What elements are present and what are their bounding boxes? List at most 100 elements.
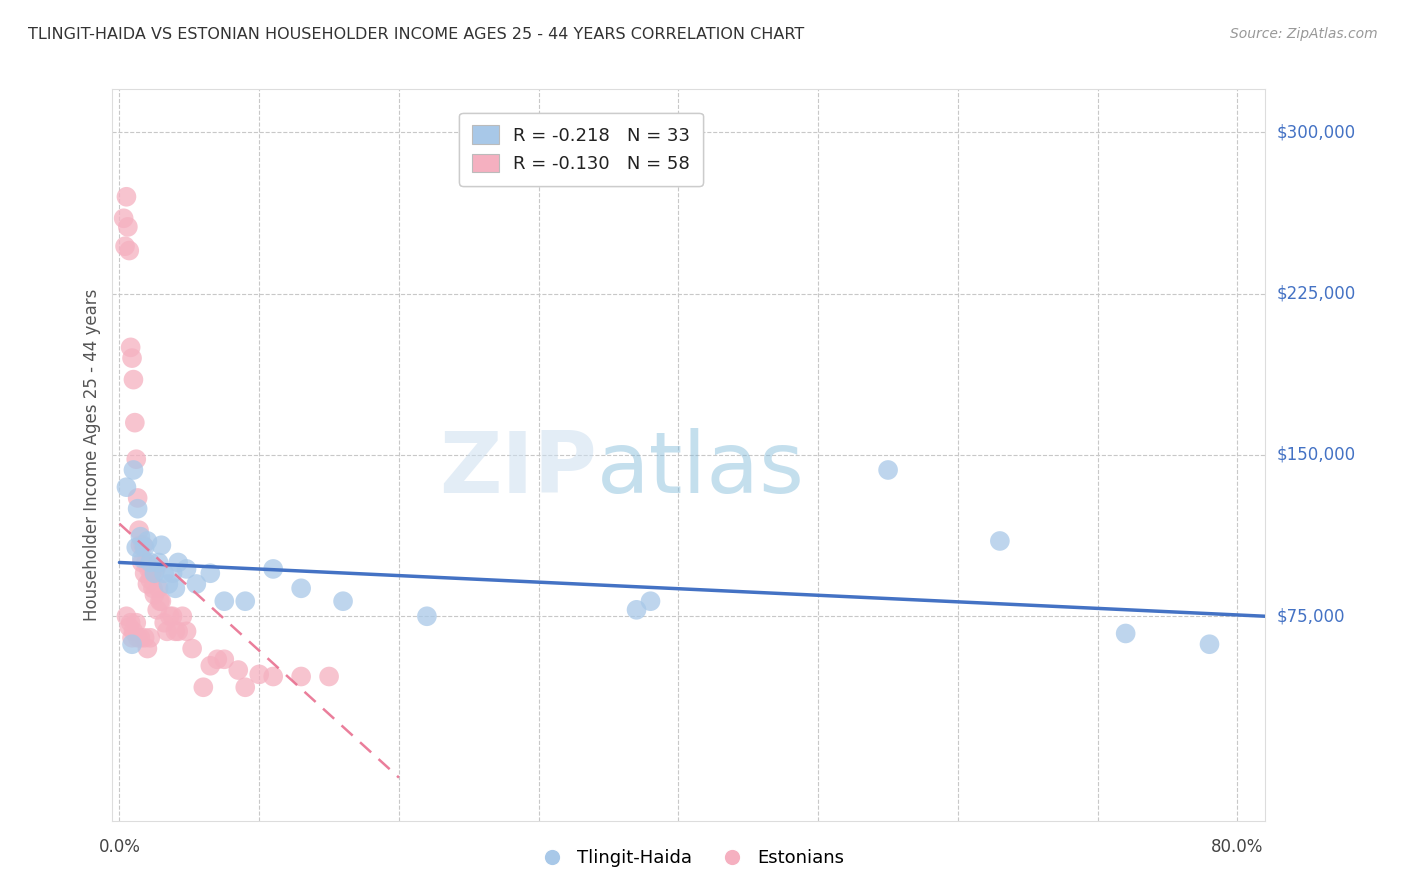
Point	[129, 631, 152, 645]
Point	[132, 538, 155, 552]
Point	[149, 594, 172, 608]
Point	[129, 538, 152, 552]
Point	[1115, 626, 1137, 640]
Point	[157, 577, 180, 591]
Point	[139, 556, 162, 570]
Point	[139, 631, 162, 645]
Point	[121, 631, 143, 645]
Point	[193, 680, 215, 694]
Point	[640, 594, 662, 608]
Point	[122, 463, 145, 477]
Point	[127, 631, 149, 645]
Point	[125, 541, 148, 555]
Point	[233, 594, 256, 608]
Point	[112, 211, 135, 226]
Point	[122, 624, 145, 639]
Point	[134, 566, 156, 581]
Point	[131, 556, 153, 570]
Point	[117, 219, 139, 234]
Point	[172, 609, 194, 624]
Point	[118, 620, 141, 634]
Text: atlas: atlas	[596, 428, 804, 511]
Point	[134, 631, 156, 645]
Point	[118, 244, 141, 258]
Point	[148, 556, 170, 570]
Point	[200, 566, 222, 581]
Point	[136, 641, 159, 656]
Point	[141, 566, 163, 581]
Point	[145, 562, 167, 576]
Point	[214, 652, 236, 666]
Point	[200, 658, 222, 673]
Point	[142, 582, 165, 596]
Point	[162, 609, 184, 624]
Point	[143, 566, 166, 581]
Point	[115, 190, 138, 204]
Point	[128, 523, 150, 537]
Point	[150, 538, 173, 552]
Point	[262, 669, 284, 683]
Point	[115, 480, 138, 494]
Point	[131, 551, 153, 566]
Point	[162, 566, 184, 581]
Point	[290, 669, 312, 683]
Point	[138, 562, 160, 576]
Point	[146, 603, 169, 617]
Point	[1198, 637, 1220, 651]
Point	[143, 588, 166, 602]
Point	[176, 562, 198, 576]
Point	[226, 663, 249, 677]
Point	[332, 594, 354, 608]
Point	[125, 615, 148, 630]
Point	[134, 541, 156, 555]
Point	[127, 491, 149, 505]
Point	[129, 530, 152, 544]
Point	[247, 667, 270, 681]
Text: TLINGIT-HAIDA VS ESTONIAN HOUSEHOLDER INCOME AGES 25 - 44 YEARS CORRELATION CHAR: TLINGIT-HAIDA VS ESTONIAN HOUSEHOLDER IN…	[28, 27, 804, 42]
Point	[877, 463, 900, 477]
Point	[626, 603, 648, 617]
Point	[114, 239, 136, 253]
Point	[153, 566, 176, 581]
Text: 0.0%: 0.0%	[98, 838, 141, 855]
Text: $300,000: $300,000	[1277, 123, 1355, 141]
Point	[136, 577, 159, 591]
Point	[139, 573, 162, 587]
Point	[127, 501, 149, 516]
Point	[121, 637, 143, 651]
Point	[318, 669, 340, 683]
Point	[181, 641, 204, 656]
Text: $75,000: $75,000	[1277, 607, 1346, 625]
Point	[150, 594, 173, 608]
Point	[120, 340, 142, 354]
Point	[207, 652, 229, 666]
Text: Source: ZipAtlas.com: Source: ZipAtlas.com	[1230, 27, 1378, 41]
Point	[167, 556, 190, 570]
Point	[153, 615, 176, 630]
Point	[121, 351, 143, 365]
Point	[124, 416, 146, 430]
Text: 80.0%: 80.0%	[1211, 838, 1264, 855]
Point	[262, 562, 284, 576]
Point	[165, 582, 187, 596]
Point	[136, 533, 159, 548]
Legend: R = -0.218   N = 33, R = -0.130   N = 58: R = -0.218 N = 33, R = -0.130 N = 58	[460, 113, 703, 186]
Point	[122, 373, 145, 387]
Point	[416, 609, 439, 624]
Point	[165, 624, 187, 639]
Point	[159, 609, 181, 624]
Point	[233, 680, 256, 694]
Text: $225,000: $225,000	[1277, 285, 1355, 302]
Point	[186, 577, 208, 591]
Text: ZIP: ZIP	[439, 428, 596, 511]
Point	[115, 609, 138, 624]
Point	[290, 582, 312, 596]
Point	[176, 624, 198, 639]
Point	[148, 582, 170, 596]
Point	[135, 556, 157, 570]
Point	[120, 615, 142, 630]
Point	[167, 624, 190, 639]
Point	[988, 533, 1011, 548]
Point	[125, 452, 148, 467]
Point	[214, 594, 236, 608]
